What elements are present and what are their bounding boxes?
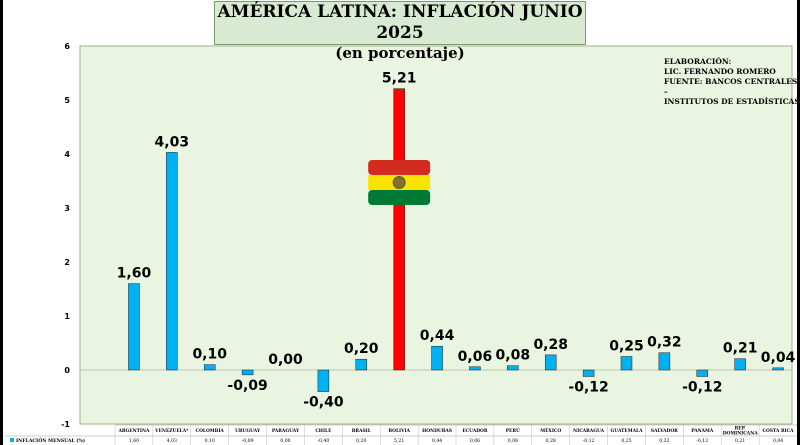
table-value: 0,21 (735, 438, 745, 444)
source-annotation: ELABORACIÓN: LIC. FERNANDO ROMERO FUENTE… (664, 57, 800, 107)
table-value: -0,12 (583, 438, 595, 444)
bar-honduras (431, 345, 443, 371)
data-label: -0,12 (682, 379, 722, 395)
y-tick-label: -1 (61, 420, 70, 429)
bar-ecuador (469, 366, 481, 371)
data-label: 5,21 (382, 71, 417, 87)
data-label: 0,00 (268, 352, 303, 368)
category-label: ECUADOR (462, 429, 488, 434)
y-tick-label: 1 (64, 312, 70, 321)
table-value: -0,12 (696, 438, 708, 444)
data-label: 0,44 (420, 328, 455, 344)
data-label: -0,40 (303, 395, 344, 411)
table-value: 0,20 (356, 438, 366, 444)
category-label: URUGUAY (235, 429, 261, 434)
category-label: SALVADOR (651, 429, 678, 434)
bar-colombia (203, 364, 216, 371)
flag-green-stripe (368, 190, 431, 205)
table-value: 0,44 (432, 438, 442, 444)
data-label: 0,32 (647, 335, 682, 351)
data-label: 1,60 (117, 266, 152, 282)
bar-rep-dominicana (734, 358, 746, 371)
table-value: 0,04 (773, 438, 783, 444)
table-value: -0,09 (242, 438, 254, 444)
category-label: PERÚ (506, 428, 520, 434)
annotation-line: ELABORACIÓN: (664, 57, 732, 66)
bar-nicaragua (582, 369, 595, 377)
annotation-line: INSTITUTOS DE ESTADÍSTICAS (664, 97, 800, 106)
legend-label: INFLACIÓN MENSUAL (%) (16, 436, 85, 444)
category-label: BOLIVIA (388, 429, 410, 434)
chart-title: AMÉRICA LATINA: INFLACIÓN JUNIO 2025 (217, 2, 583, 43)
data-label: 0,21 (723, 341, 758, 357)
y-tick-label: 4 (64, 150, 70, 159)
data-label: 0,20 (344, 341, 379, 357)
category-label: BRASIL (352, 429, 371, 434)
data-label: 0,06 (458, 349, 493, 365)
data-label: 0,25 (609, 339, 644, 355)
bar-costa-rica (772, 367, 784, 371)
table-value: 5,21 (394, 438, 404, 444)
bar-salvador (658, 352, 671, 371)
data-label: -0,09 (227, 378, 267, 394)
category-label: NICARAGUA (573, 429, 604, 434)
data-label: 0,08 (496, 348, 531, 364)
bar-chile (317, 369, 330, 392)
category-label: COLOMBIA (196, 429, 225, 434)
category-label: GUATEMALA (611, 429, 644, 434)
left-border (0, 0, 3, 445)
bar-per- (507, 365, 519, 371)
bar-venezuela- (166, 152, 178, 371)
category-label: VENEZUELA* (154, 429, 189, 434)
category-label: REP. (735, 427, 747, 432)
y-tick-label: 0 (64, 366, 70, 375)
y-tick-label: 3 (64, 204, 70, 213)
data-label: -0,12 (568, 379, 608, 395)
category-label: PARAGUAY (272, 429, 300, 434)
table-value: 0,08 (508, 438, 518, 444)
annotation-line: FUENTE: BANCOS CENTRALES – (664, 77, 798, 96)
table-value: 0,32 (659, 438, 669, 444)
data-label: 4,03 (155, 134, 190, 150)
table-value: 0,06 (470, 438, 480, 444)
table-value: 0,00 (280, 438, 290, 444)
category-label: HONDURAS (422, 429, 452, 434)
data-label: 0,28 (533, 337, 568, 353)
bar-brasil (355, 358, 368, 371)
category-label: ARGENTINA (117, 429, 149, 434)
legend-swatch (10, 438, 14, 442)
table-value: -0,40 (317, 438, 329, 444)
y-tick-label: 2 (64, 258, 70, 267)
data-label: 0,10 (192, 347, 227, 363)
y-tick-label: 5 (64, 96, 70, 105)
chart-title-box: AMÉRICA LATINA: INFLACIÓN JUNIO 2025 (en… (214, 1, 586, 62)
bar-m-xico (544, 354, 557, 371)
flag-red-stripe (368, 160, 431, 175)
table-value: 1,60 (129, 438, 139, 444)
category-label: PANAMÁ (691, 428, 714, 434)
bar-uruguay (241, 369, 254, 376)
bar-bolivia (393, 88, 405, 371)
bar-guatemala (620, 356, 633, 371)
table-value: 0,25 (621, 438, 631, 444)
category-label: CHILE (315, 429, 332, 434)
table-value: 4,03 (167, 438, 177, 444)
y-tick-label: 6 (64, 42, 70, 51)
category-label: COSTA RICA (763, 429, 795, 434)
annotation-line: LIC. FERNANDO ROMERO (664, 67, 776, 76)
chart-subtitle: (en porcentaje) (335, 44, 465, 62)
data-label: 0,04 (761, 350, 796, 366)
category-label: MÉXICO (540, 428, 561, 434)
right-border (797, 0, 800, 445)
bar-argentina (128, 283, 140, 371)
bolivia-coat-of-arms-icon (392, 176, 406, 189)
table-value: 0,10 (205, 438, 215, 444)
bar-panam- (696, 369, 709, 377)
category-label: DOMINICANA (723, 432, 759, 437)
table-value: 0,28 (546, 438, 556, 444)
